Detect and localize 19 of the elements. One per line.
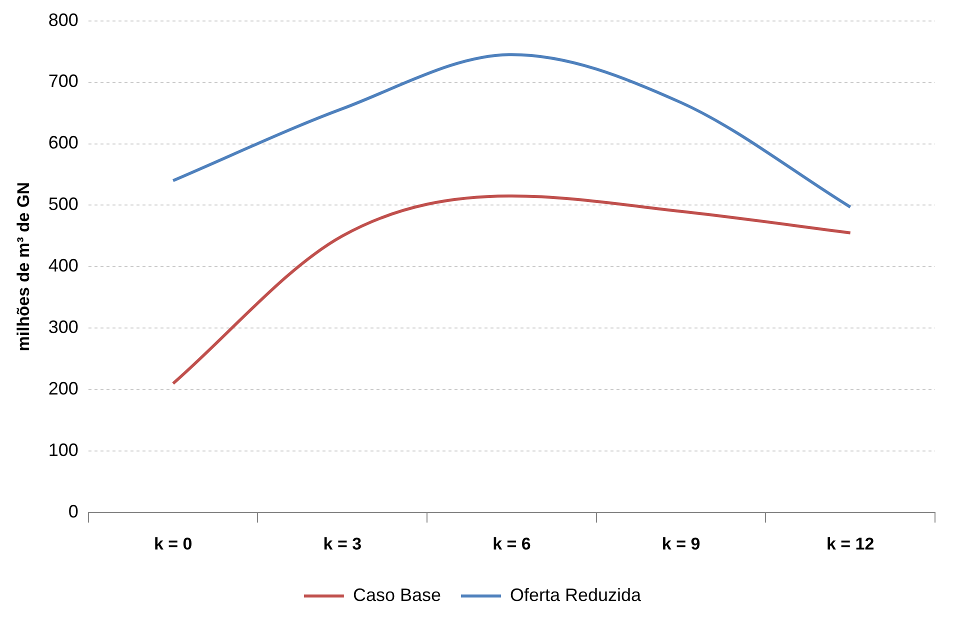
line-series — [172, 53, 852, 209]
y-tick-label: 0 — [68, 502, 78, 522]
y-axis-title: milhões de m³ de GN — [14, 182, 33, 352]
y-tick-label: 100 — [48, 440, 78, 460]
x-tick-label: k = 6 — [492, 534, 531, 554]
y-tick-label: 800 — [48, 10, 78, 30]
y-tick-label: 300 — [48, 317, 78, 338]
x-tick-label: k = 3 — [323, 534, 362, 554]
x-tick-label: k = 0 — [154, 534, 192, 554]
y-tick-label: 700 — [48, 71, 78, 92]
y-tick-label: 600 — [48, 132, 78, 153]
legend-label: Caso Base — [352, 584, 441, 605]
line-series — [172, 194, 852, 386]
y-tick-label: 500 — [48, 194, 78, 214]
x-tick-label: k = 12 — [826, 534, 874, 554]
y-tick-label: 400 — [48, 256, 78, 276]
y-tick-label: 200 — [48, 378, 78, 399]
x-tick-label: k = 9 — [662, 534, 700, 554]
legend-label: Oferta Reduzida — [510, 584, 642, 605]
